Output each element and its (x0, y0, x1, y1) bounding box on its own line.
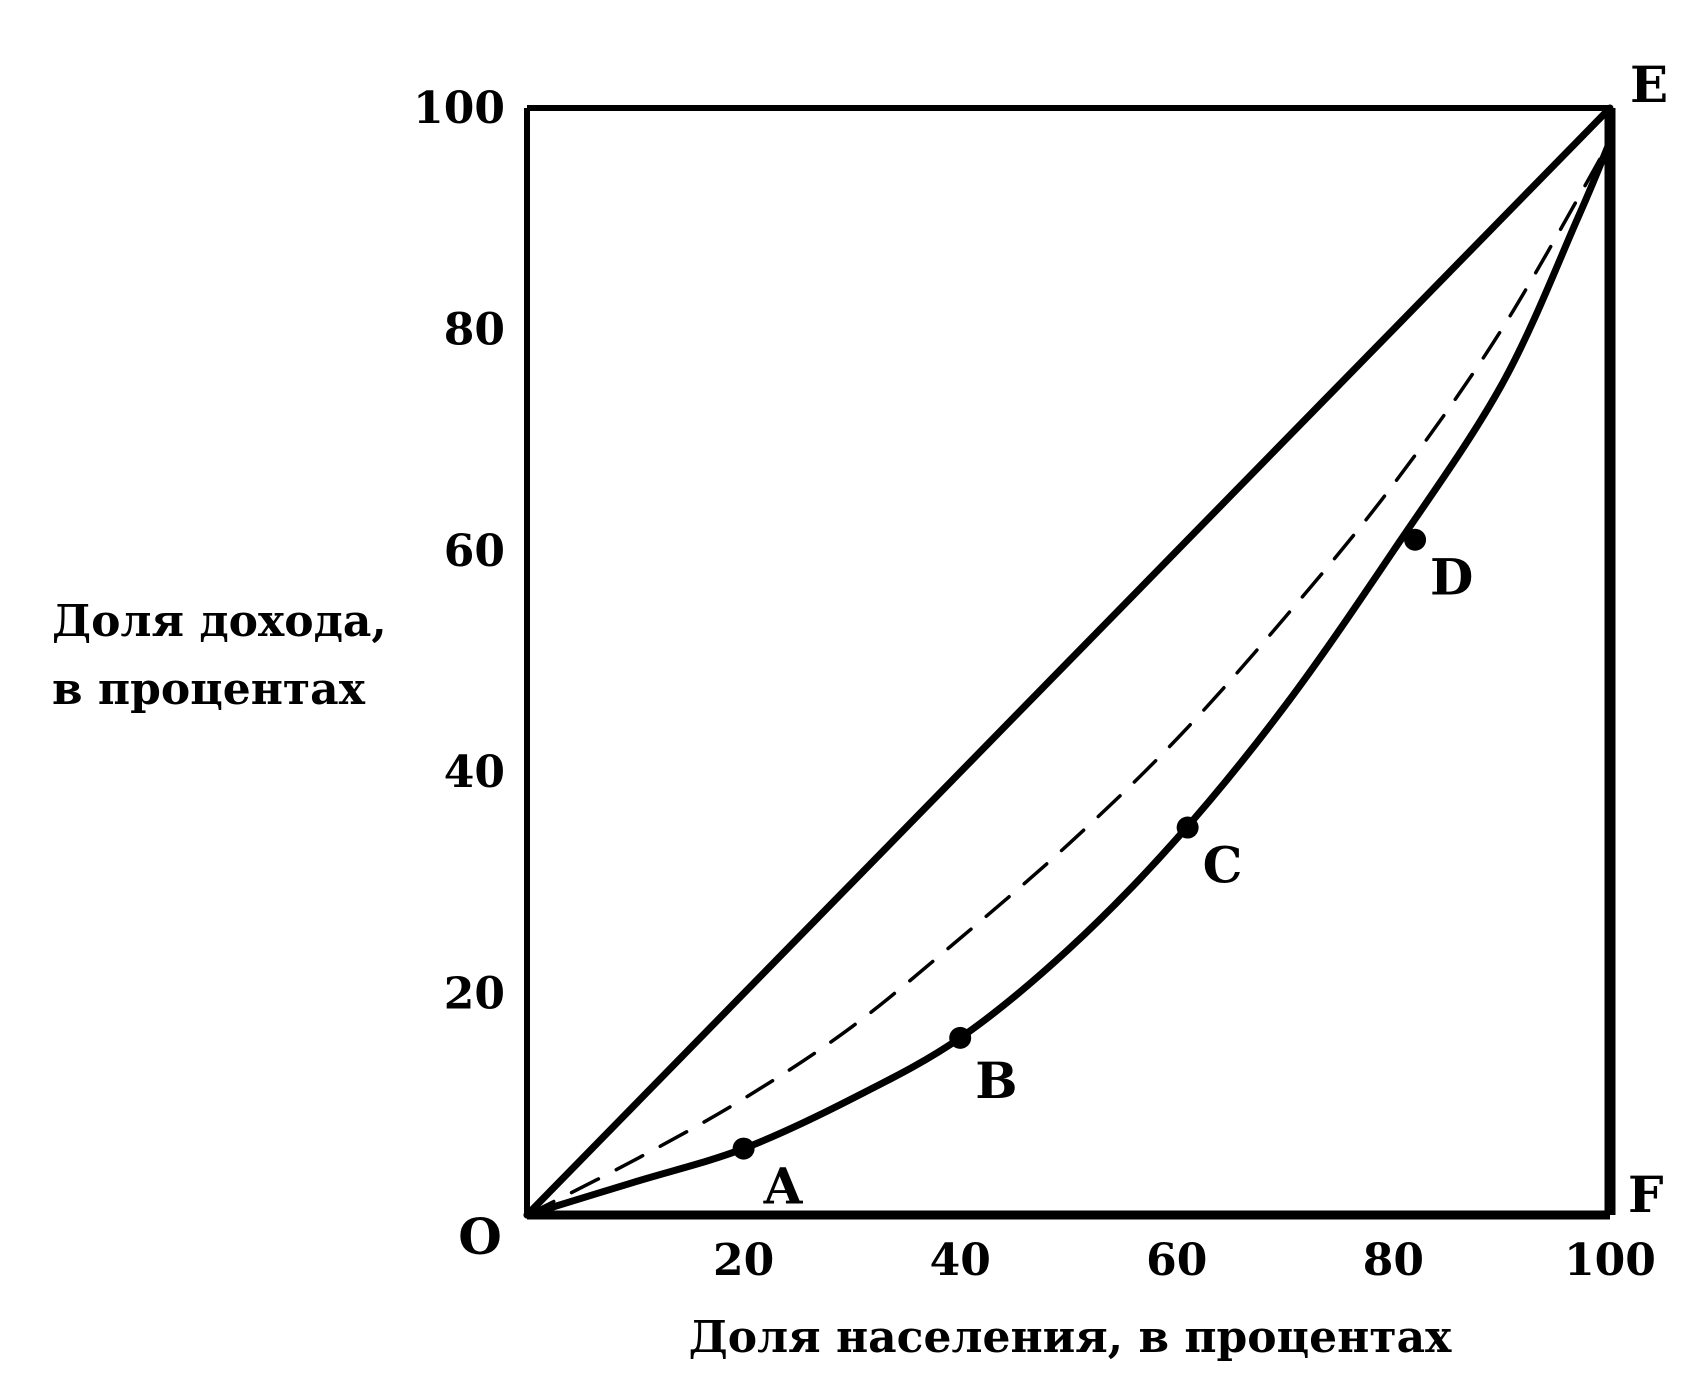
origin-label: O (458, 1207, 502, 1266)
x-tick-label: 20 (713, 1235, 774, 1286)
y-tick-label: 80 (444, 304, 505, 355)
chart-frame (524, 105, 1616, 1220)
x-axis-label: Доля населения, в процентах (689, 1312, 1453, 1363)
point-marker-a (732, 1137, 755, 1160)
equality-line (523, 104, 1614, 1219)
y-tick-label: 60 (444, 526, 505, 577)
y-tick-label: 20 (444, 969, 505, 1020)
x-tick-label: 40 (930, 1235, 991, 1286)
point-marker-d (1404, 528, 1427, 551)
y-axis-label-line-1: Доля дохода, (52, 596, 387, 647)
point-marker-b (949, 1026, 972, 1049)
x-tick-label: 60 (1146, 1235, 1207, 1286)
point-marker-c (1176, 816, 1199, 839)
point-label-d: D (1430, 548, 1473, 607)
dashed-lorenz-curve (525, 139, 1612, 1217)
x-tick-label: 100 (1564, 1235, 1656, 1286)
series-group (523, 104, 1614, 1219)
point-label-a: A (763, 1157, 804, 1216)
y-tick-label: 100 (413, 83, 505, 134)
corner-label-e: E (1630, 55, 1668, 114)
point-label-c: C (1203, 836, 1243, 895)
x-tick-label: 80 (1363, 1235, 1424, 1286)
point-label-b: B (975, 1051, 1017, 1110)
corner-label-f: F (1628, 1165, 1664, 1224)
points-group (732, 528, 1427, 1160)
y-tick-label: 40 (444, 747, 505, 798)
y-axis-label-line-2: в процентах (52, 664, 366, 715)
labels-group: 20 40 60 80 100 20 40 60 80 100 Доля нас… (52, 55, 1668, 1363)
